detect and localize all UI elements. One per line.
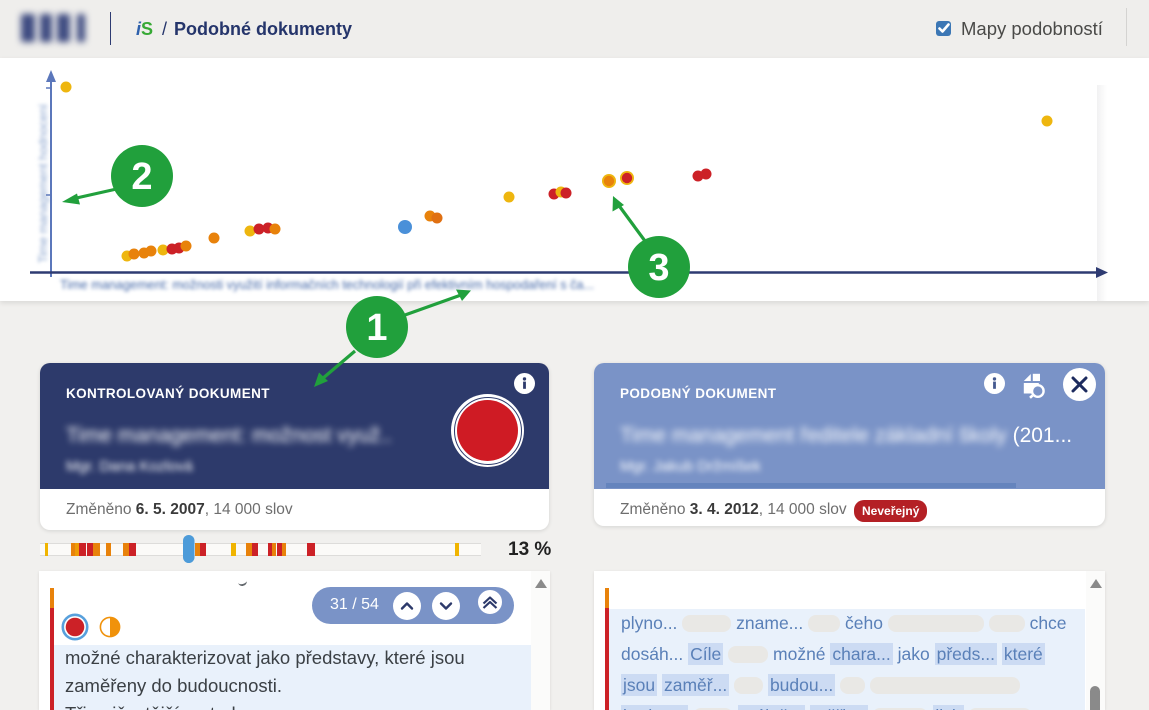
svg-text:1: 1 bbox=[366, 307, 387, 349]
